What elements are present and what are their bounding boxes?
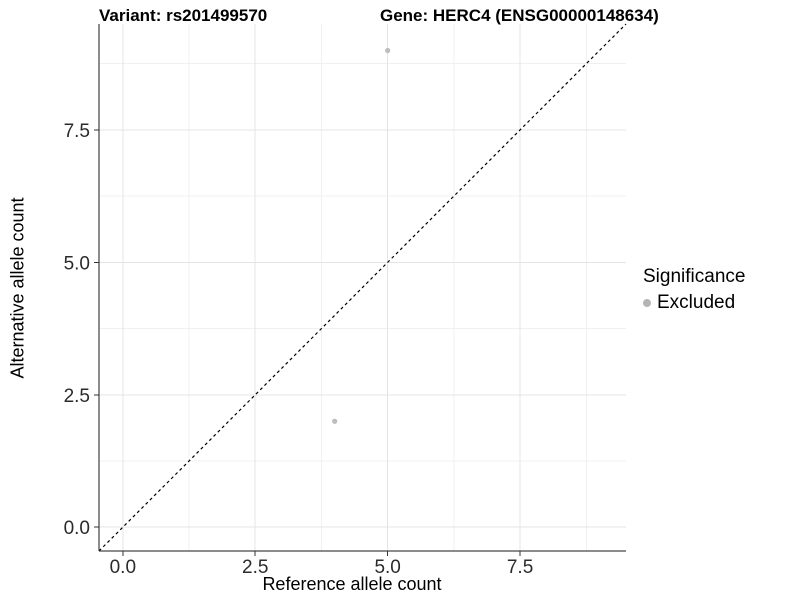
legend-point-icon: [643, 299, 651, 307]
legend-title: Significance: [643, 266, 746, 287]
data-point: [332, 418, 338, 424]
y-tick-label: 2.5: [64, 386, 90, 407]
legend-entry-excluded: Excluded: [643, 292, 745, 314]
x-tick-label: 2.5: [242, 557, 268, 578]
x-tick-label: 7.5: [507, 557, 533, 578]
y-tick-label: 0.0: [64, 518, 90, 539]
plot-title-gene: Gene: HERC4 (ENSG00000148634): [380, 6, 659, 25]
legend-entry-label: Excluded: [657, 292, 736, 313]
x-tick-label: 0.0: [110, 557, 136, 578]
identity-line: [98, 23, 627, 552]
plot-title-variant: Variant: rs201499570: [99, 6, 268, 25]
x-axis-title: Reference allele count: [262, 574, 442, 594]
y-tick-label: 5.0: [64, 253, 90, 274]
data-point: [385, 47, 391, 54]
y-tick-label: 7.5: [64, 121, 90, 142]
x-tick-label: 5.0: [374, 557, 400, 578]
legend: Significance Excluded: [643, 266, 745, 314]
